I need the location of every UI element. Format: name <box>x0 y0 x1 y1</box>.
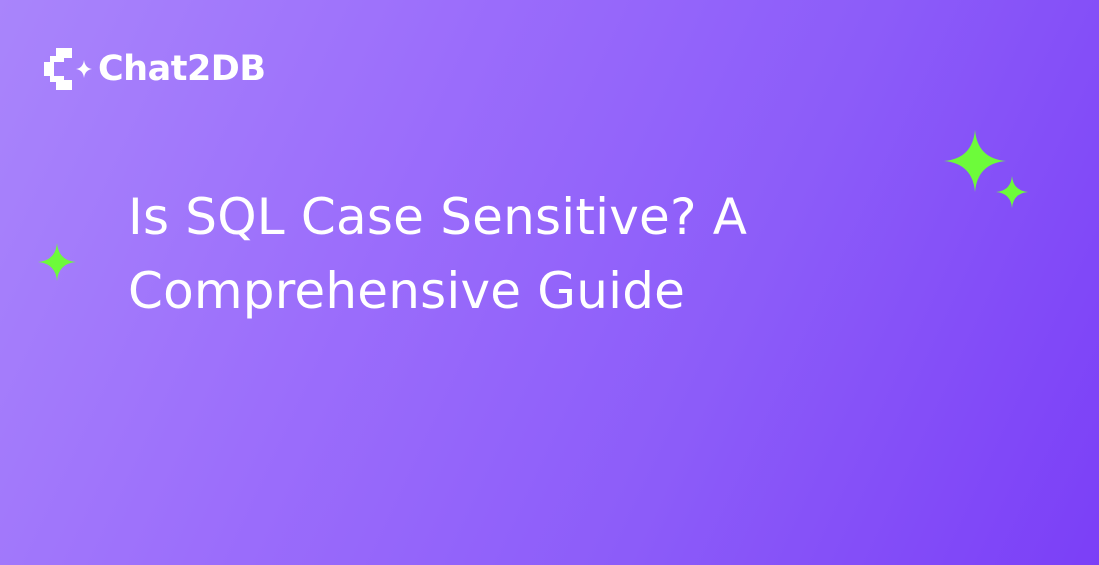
sparkle-icon <box>996 176 1028 208</box>
chat2db-logo-icon <box>44 48 92 90</box>
page-title: Is SQL Case Sensitive? A Comprehensive G… <box>128 180 888 328</box>
title-line-2: Comprehensive Guide <box>128 262 686 320</box>
title-line-1: Is SQL Case Sensitive? A <box>128 188 748 246</box>
sparkle-icon <box>38 243 76 281</box>
brand-name: Chat2DB <box>98 49 266 89</box>
brand-logo: Chat2DB <box>42 46 266 92</box>
sparkle-icon <box>944 130 1006 192</box>
